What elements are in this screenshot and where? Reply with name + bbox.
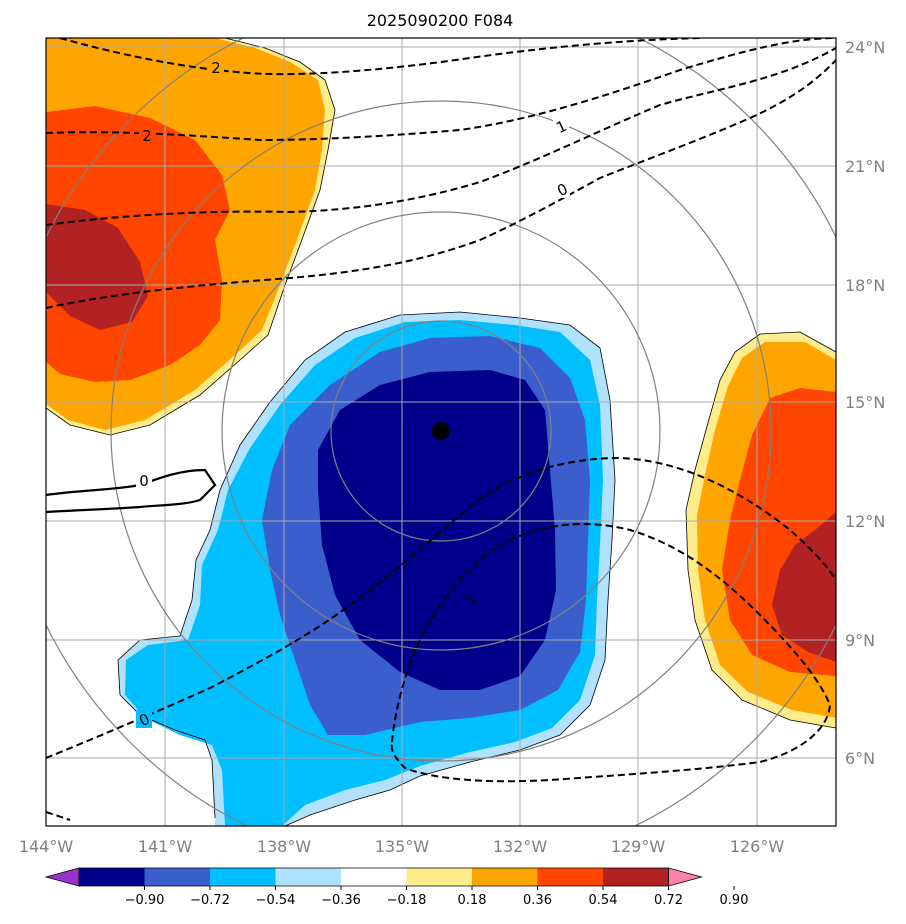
- colorbar-tick-label: −0.90: [125, 893, 165, 908]
- colorbar: [44, 867, 704, 887]
- contour-label-2-top: 2: [211, 59, 221, 77]
- lon-label-138w: 138°W: [257, 837, 312, 856]
- warm-anomaly-northwest: [46, 38, 336, 436]
- lon-label-132w: 132°W: [493, 837, 548, 856]
- lat-label-15n: 15°N: [845, 393, 885, 412]
- longitude-axis: 144°W 141°W 138°W 135°W 132°W 129°W 126°…: [19, 837, 785, 856]
- lat-label-12n: 12°N: [845, 512, 885, 531]
- lon-label-144w: 144°W: [19, 837, 74, 856]
- colorbar-tick-label: 0.18: [458, 893, 487, 908]
- colorbar-segment: [537, 868, 604, 886]
- contour-label-group: 2 2 1 0 0 0 1: [136, 58, 571, 730]
- lon-label-135w: 135°W: [375, 837, 430, 856]
- colorbar-segment: [210, 868, 276, 886]
- lat-label-21n: 21°N: [845, 157, 885, 176]
- contour-fragment-southwest: [46, 811, 71, 821]
- contour-2-left: [46, 38, 836, 142]
- contour-1-lower: [390, 523, 832, 783]
- contour-2-top: [59, 38, 701, 76]
- colorbar-tick-label: −0.36: [321, 893, 361, 908]
- latitude-axis: 24°N 21°N 18°N 15°N 12°N 9°N 6°N: [845, 38, 885, 768]
- colorbar-segment: [341, 868, 407, 886]
- range-ring-2: [221, 211, 661, 651]
- lat-label-24n: 24°N: [845, 38, 885, 57]
- dashed-contours: [46, 38, 836, 821]
- colorbar-ticks: −0.90 −0.72 −0.54 −0.36 −0.18 0.18 0.36 0.54 0.7…: [125, 886, 749, 908]
- plot-frame: [45, 37, 837, 827]
- colorbar-extend-high: [668, 867, 704, 887]
- cold-anomaly-central: [117, 311, 616, 826]
- colorbar-tick-label: −0.72: [190, 893, 230, 908]
- contour-1-top: [46, 47, 836, 226]
- lon-label-141w: 141°W: [138, 837, 193, 856]
- colorbar-segment: [472, 868, 538, 886]
- graticule: [46, 38, 836, 826]
- colorbar-segment: [275, 868, 342, 886]
- range-ring-1: [330, 320, 552, 542]
- warm-anomaly-east: [685, 331, 836, 729]
- range-ring-3: [110, 100, 772, 762]
- contour-label-0-solid: 0: [139, 472, 149, 490]
- contour-0-top: [46, 59, 836, 309]
- colorbar-tick-label: −0.18: [387, 893, 427, 908]
- colorbar-segment: [79, 868, 145, 886]
- colorbar-tick-label: 0.36: [523, 893, 552, 908]
- storm-center-marker: [432, 422, 450, 440]
- contour-0-lower: [46, 456, 836, 759]
- colorbar-segment: [603, 868, 669, 886]
- contour-label-2-left: 2: [142, 127, 152, 145]
- lon-label-129w: 129°W: [611, 837, 666, 856]
- contour-0-solid: [46, 468, 217, 514]
- colorbar-segment: [144, 868, 211, 886]
- colorbar-tick-label: 0.54: [589, 893, 618, 908]
- colorbar-tick-label: 0.90: [720, 893, 749, 908]
- lat-label-18n: 18°N: [845, 276, 885, 295]
- figure-title: 2025090200 F084: [367, 11, 514, 30]
- colorbar-segment: [406, 868, 473, 886]
- colorbar-extend-low: [44, 867, 80, 887]
- colorbar-tick-label: 0.72: [654, 893, 683, 908]
- colorbar-tick-label: −0.54: [256, 893, 296, 908]
- lat-label-9n: 9°N: [845, 631, 875, 650]
- lon-label-126w: 126°W: [730, 837, 785, 856]
- range-rings: [46, 38, 836, 826]
- plot-area: 2 2 1 0 0 0 1: [46, 38, 836, 826]
- lat-label-6n: 6°N: [845, 749, 875, 768]
